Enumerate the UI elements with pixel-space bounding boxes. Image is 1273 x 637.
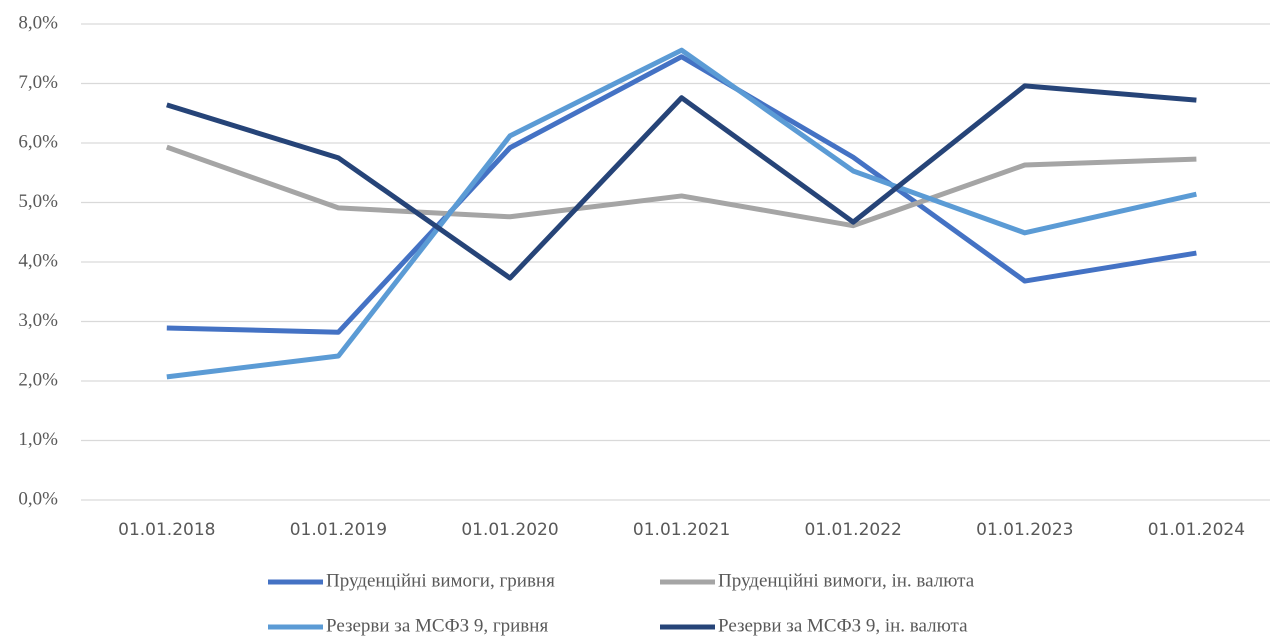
y-tick-label: 1,0%	[18, 429, 58, 450]
x-tick-label: 01.01.2023	[976, 520, 1073, 540]
series-line	[166, 83, 1197, 281]
y-tick-label: 2,0%	[18, 369, 58, 390]
x-tick-label: 01.01.2024	[1148, 520, 1245, 540]
legend-label: Пруденційні вимоги, гривня	[326, 570, 555, 591]
series-line	[166, 47, 1197, 380]
y-tick-label: 8,0%	[18, 12, 58, 33]
x-tick-label: 01.01.2019	[290, 520, 387, 540]
x-tick-label: 01.01.2018	[118, 520, 215, 540]
series-line	[166, 54, 1197, 335]
x-tick-label: 01.01.2020	[461, 520, 558, 540]
legend-label: Резерви за МСФЗ 9, ін. валюта	[718, 615, 968, 636]
y-tick-label: 4,0%	[18, 250, 58, 271]
y-tick-label: 7,0%	[18, 72, 58, 93]
y-tick-label: 5,0%	[18, 191, 58, 212]
x-tick-label: 01.01.2022	[805, 520, 902, 540]
legend-label: Пруденційні вимоги, ін. валюта	[718, 570, 975, 591]
y-tick-label: 3,0%	[18, 310, 58, 331]
x-tick-label: 01.01.2021	[633, 520, 730, 540]
legend-label: Резерви за МСФЗ 9, гривня	[326, 615, 548, 636]
y-tick-label: 6,0%	[18, 131, 58, 152]
y-tick-label: 0,0%	[18, 488, 58, 509]
series-line	[165, 144, 1197, 229]
